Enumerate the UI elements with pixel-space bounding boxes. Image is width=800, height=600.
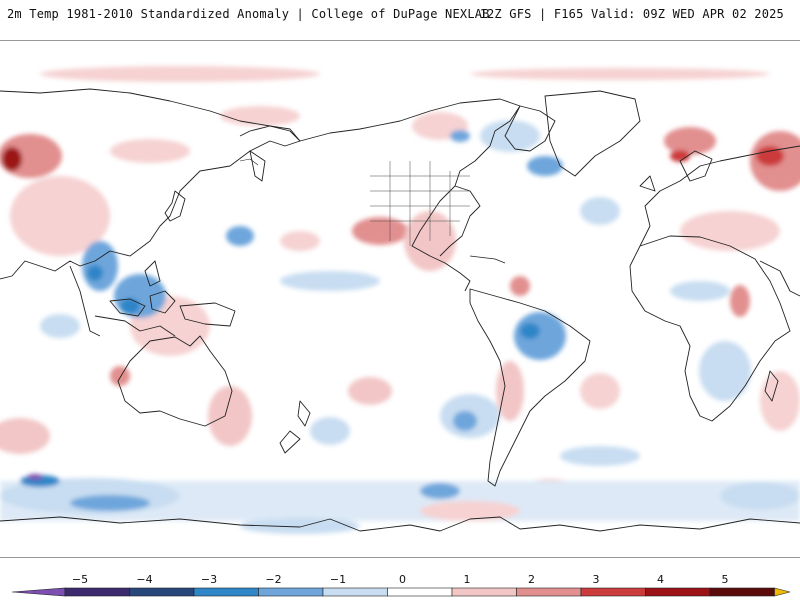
colorbar-bin [516,587,582,597]
colorbar-bin [193,587,259,597]
colorbar-low-triangle [11,587,66,597]
colorbar-bin [258,587,324,597]
colorbar-legend: −5 −4 −3 −2 −1 0 1 2 3 4 5 [0,572,800,600]
colorbar-tick-label: −4 [136,573,152,586]
colorbar-bins [11,587,791,597]
map-header: 2m Temp 1981-2010 Standardized Anomaly |… [0,0,800,28]
map-title: 2m Temp 1981-2010 Standardized Anomaly |… [7,7,490,21]
colorbar-bin [451,587,517,597]
anomaly-map-canvas [0,41,800,557]
colorbar-high-triangle [774,587,791,597]
colorbar-tick-label: −2 [265,573,281,586]
colorbar-bin [580,587,646,597]
colorbar-bin [387,587,453,597]
colorbar-tick-label: 4 [657,573,664,586]
anomaly-map[interactable] [0,40,800,558]
colorbar-bin [129,587,195,597]
colorbar-tick-label: 0 [399,573,406,586]
anomaly-shading [0,66,800,534]
colorbar-bin [64,587,130,597]
colorbar-tick-label: 5 [722,573,729,586]
colorbar-svg: −5 −4 −3 −2 −1 0 1 2 3 4 5 [11,573,791,597]
coastlines [0,88,800,532]
colorbar-labels: −5 −4 −3 −2 −1 0 1 2 3 4 5 [72,573,729,586]
model-run-info: 12Z GFS | F165 Valid: 09Z WED APR 02 202… [479,7,784,21]
colorbar-tick-label: −1 [330,573,346,586]
colorbar-bin [645,587,711,597]
colorbar-tick-label: 1 [464,573,471,586]
colorbar-bin [709,587,775,597]
colorbar-bin [322,587,388,597]
colorbar-tick-label: 3 [593,573,600,586]
colorbar-tick-label: −5 [72,573,88,586]
colorbar-tick-label: −3 [201,573,217,586]
colorbar-tick-label: 2 [528,573,535,586]
